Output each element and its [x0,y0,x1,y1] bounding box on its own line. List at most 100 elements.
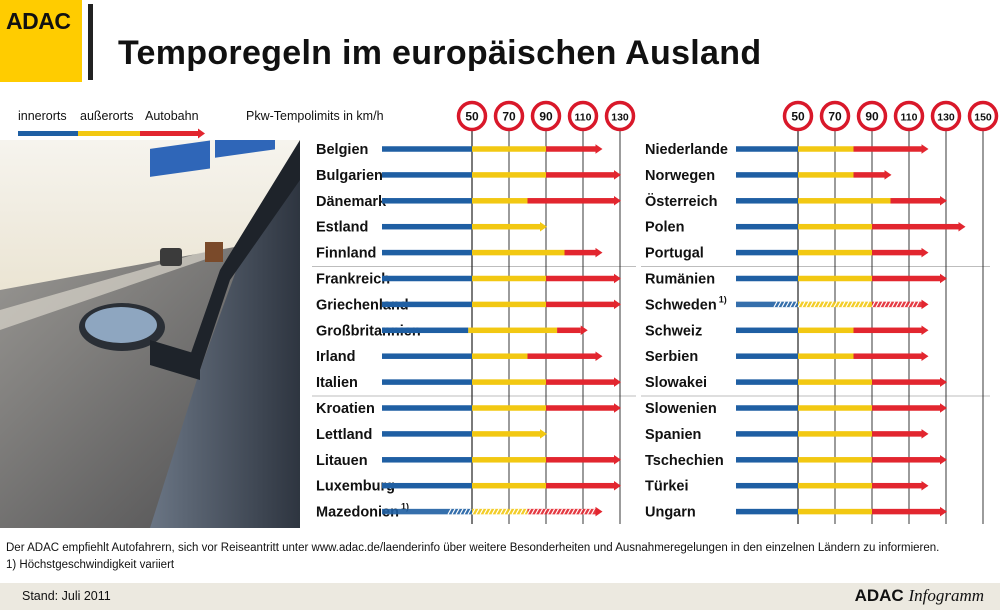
bar-segment-innerorts [736,198,798,204]
bar-arrowhead [921,299,929,310]
bar-segment-innerorts [736,482,798,489]
bar-segment-ausserorts [472,482,546,489]
bar-segment-ausserorts [798,405,872,411]
bar-segment-autobahn [872,508,940,515]
variable-hatch [865,301,870,308]
variable-hatch [447,508,452,515]
bar-segment-ausserorts [798,379,872,385]
brand-label: ADAC Infogramm [855,586,984,606]
bar-segment-innerorts [736,275,798,282]
bar-segment-autobahn [546,482,614,489]
bar-segment-autobahn [546,275,614,282]
speed-sign [930,100,962,132]
country-label: Schweiz [645,323,702,339]
variable-hatch [451,508,456,515]
speed-sign [493,100,525,132]
bar-segment-autobahn [872,405,940,411]
bar-segment-ausserorts [798,275,872,282]
bar-segment-autobahn [872,275,940,282]
bar-segment-ausserorts [472,508,528,515]
bar-segment-autobahn [546,301,614,308]
speed-limit-chart: innerorts außerorts Autobahn Pkw-Tempolimit… [18,100,999,524]
variable-hatch [586,508,592,515]
country-label: Schweden [645,297,717,313]
speed-sign [456,100,488,132]
variable-hatch [546,508,552,515]
variable-hatch [825,301,830,308]
bar-segment-innerorts [736,457,798,463]
car-road-photo [0,140,300,528]
speed-tick-label: 90 [539,110,553,124]
variable-hatch [467,508,472,515]
variable-hatch [813,301,818,308]
variable-hatch [515,508,520,515]
variable-hatch [507,508,512,515]
speed-tick-label: 90 [865,110,879,124]
bar-arrowhead [595,351,603,361]
variable-hatch [777,301,782,308]
bar-segment-innerorts [382,353,472,359]
variable-hatch [487,508,492,515]
speed-tick-label: 70 [502,110,516,124]
speed-sign [856,100,888,132]
country-label: Türkei [645,479,689,495]
footnote-variable: 1) Höchstgeschwindigkeit variiert [6,559,175,571]
speed-sign [819,100,851,132]
bar-segment-autobahn [557,327,581,334]
bar-segment-innerorts [382,172,472,178]
speed-sign [530,100,562,132]
bar-segment-innerorts [382,457,472,463]
country-label: Kroatien [316,401,375,417]
country-label: Großbritannien [316,323,421,339]
variable-hatch [899,301,904,308]
country-label: Slowakei [645,375,707,391]
bar-segment-innerorts [382,482,472,489]
bar-segment-ausserorts [798,431,872,437]
page-title: Temporegeln im europäischen Ausland [118,34,762,72]
variable-hatch [833,301,838,308]
variable-hatch [582,508,588,515]
bar-segment-ausserorts [472,249,565,256]
bar-arrowhead [614,455,621,465]
bar-segment-ausserorts [472,431,540,437]
bar-segment-innerorts [382,223,472,230]
bar-arrowhead [595,247,603,258]
country-label: Norwegen [645,168,715,184]
variable-hatch [558,508,564,515]
footnote-advice: Der ADAC empfiehlt Autofahrern, sich vor… [6,542,940,554]
bar-segment-ausserorts [798,249,872,256]
country-label: Luxemburg [316,479,395,495]
bar-segment-ausserorts [472,198,528,204]
bar-segment-innerorts [382,146,472,152]
variable-hatch [879,301,884,308]
variable-hatch [853,301,858,308]
adac-logo: ADAC [0,0,82,82]
country-label: Belgien [316,142,368,158]
bar-segment-innerorts [382,405,472,411]
variable-hatch [907,301,912,308]
variable-hatch [538,508,544,515]
variable-hatch [915,301,920,308]
bar-segment-innerorts [382,379,472,385]
variable-hatch [475,508,480,515]
variable-hatch [871,301,876,308]
bar-segment-autobahn [546,172,614,178]
bar-segment-autobahn [872,457,940,463]
bar-arrowhead [614,377,621,387]
country-label: Dänemark [316,194,387,210]
brand-adac: ADAC [854,586,904,605]
bar-arrowhead [940,506,947,517]
bar-segment-autobahn [872,249,922,256]
variable-hatch [550,508,556,515]
bar-segment-innerorts [382,301,472,308]
unit-label: Pkw-Tempolimits in km/h [246,109,384,123]
bar-segment-ausserorts [798,327,854,334]
variable-hatch [911,301,916,308]
variable-hatch [523,508,528,515]
speed-tick-label: 150 [974,112,992,124]
country-label: Bulgarien [316,168,383,184]
bar-segment-ausserorts [798,198,891,204]
variable-hatch [837,301,842,308]
country-footnote: 1) [719,294,727,304]
country-label: Finnland [316,246,376,262]
